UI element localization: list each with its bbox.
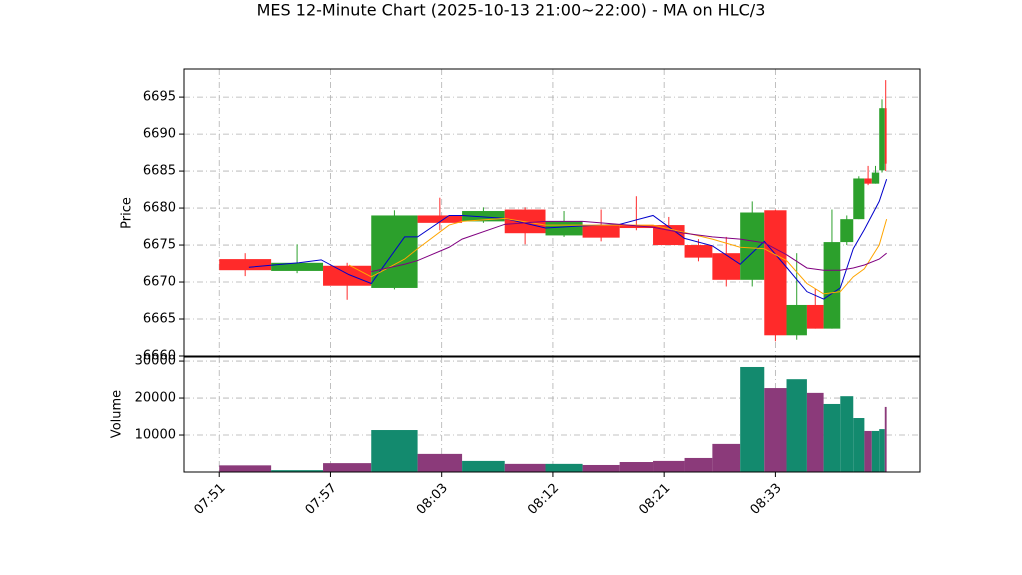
volume-bar (840, 396, 854, 472)
candle-body (864, 178, 872, 184)
candle-body (417, 215, 463, 223)
volume-bar (786, 379, 807, 472)
volume-bar (417, 453, 463, 472)
x-tick-label: 08:03 (414, 481, 451, 518)
candle-body (653, 225, 685, 246)
y-tick-label: 6695 (143, 90, 176, 105)
candle-body (786, 304, 807, 336)
candle-body (871, 172, 880, 184)
x-tick-label: 08:33 (748, 481, 785, 518)
plot-frame (183, 356, 921, 473)
candle-body (271, 262, 324, 271)
plot-frame (183, 68, 921, 357)
candle-body (323, 265, 372, 286)
volume-bar (806, 392, 824, 472)
volume-bar (823, 403, 841, 472)
volume-bar (884, 406, 887, 472)
volume-bar (879, 429, 885, 472)
candle-body (879, 108, 885, 171)
candle-body (582, 225, 620, 238)
x-tick-label: 08:21 (636, 481, 673, 518)
volume-bar (864, 430, 872, 472)
volume-bar (653, 460, 685, 472)
volume-bar (684, 457, 713, 472)
candle-body (840, 219, 854, 243)
x-tick-label: 08:12 (525, 481, 562, 518)
chart-title: MES 12-Minute Chart (2025-10-13 21:00~22… (257, 1, 766, 20)
candle-body (712, 253, 741, 280)
y-axis-label: Price (120, 197, 135, 229)
candle-body (740, 212, 765, 280)
y-tick-label: 6665 (143, 312, 176, 327)
candle-body (619, 225, 654, 229)
y-tick-label: 10000 (135, 428, 176, 443)
volume-bar (462, 460, 505, 472)
candle-body (884, 108, 887, 164)
candle-body (806, 304, 824, 329)
volume-bar (545, 463, 583, 472)
y-axis-label: Volume (110, 390, 125, 438)
y-tick-label: 30000 (135, 354, 176, 369)
volume-bar (371, 430, 418, 472)
candle-body (219, 259, 272, 271)
y-tick-label: 6660 (143, 349, 176, 364)
x-tick-label: 07:57 (303, 481, 340, 518)
volume-bar (582, 464, 620, 472)
y-tick-label: 6690 (143, 127, 176, 142)
volume-bar (764, 388, 787, 472)
volume-bar (740, 366, 765, 472)
volume-bar (619, 462, 654, 472)
volume-bar (871, 430, 880, 472)
candle-body (764, 210, 787, 336)
volume-bar (853, 418, 865, 472)
volume-bar (504, 463, 546, 472)
x-tick-label: 07:51 (191, 481, 228, 518)
candle-body (823, 242, 841, 329)
candle-body (462, 211, 505, 222)
ma-line (248, 179, 888, 300)
ma-line (371, 220, 887, 273)
candle-body (853, 178, 865, 220)
y-tick-label: 6675 (143, 238, 176, 253)
volume-bar (712, 443, 741, 472)
y-tick-label: 6685 (143, 164, 176, 179)
ma-line (348, 217, 888, 295)
y-tick-label: 6670 (143, 275, 176, 290)
y-tick-label: 20000 (135, 391, 176, 406)
volume-bar (323, 463, 372, 472)
y-tick-label: 6680 (143, 201, 176, 216)
candle-body (684, 245, 713, 258)
volume-bar (219, 465, 272, 472)
volume-bar (271, 470, 324, 472)
candle-body (545, 221, 583, 236)
